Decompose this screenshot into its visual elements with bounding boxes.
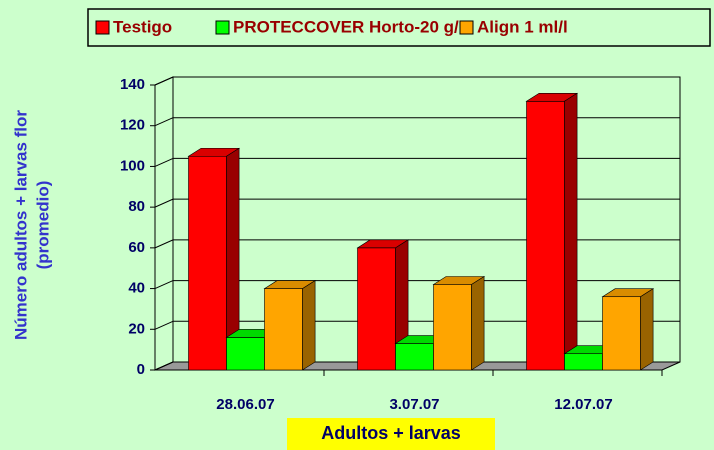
legend-swatch (215, 20, 230, 35)
legend-swatch (459, 20, 474, 35)
bar-side (302, 280, 316, 371)
grid-line (154, 320, 174, 330)
legend-swatch (95, 20, 110, 35)
bar-front (188, 155, 227, 371)
side-wall (154, 76, 174, 371)
y-tick-label: 0 (137, 361, 145, 378)
y-tick-label: 20 (128, 320, 145, 337)
y-tick-label: 140 (120, 76, 145, 93)
legend-label: Align 1 ml/l (477, 17, 568, 36)
y-tick-label: 60 (128, 239, 145, 256)
x-tick-label: 3.07.07 (389, 396, 439, 413)
grid-line (154, 76, 174, 86)
grid-line (154, 280, 174, 290)
y-tick-label: 40 (128, 280, 145, 297)
bar-front (357, 247, 396, 371)
y-tick-label: 120 (120, 117, 145, 134)
bar-front (564, 353, 603, 371)
y-axis-title: Número adultos + larvas flor (promedio) (11, 110, 52, 340)
grid-line (154, 117, 174, 127)
grid-line (154, 361, 174, 371)
grid-line (154, 157, 174, 167)
bar-front (526, 100, 565, 371)
x-tick-label: 28.06.07 (216, 396, 274, 413)
bar-front (264, 288, 303, 371)
y-axis-title-line: (promedio) (33, 181, 52, 270)
bar-front (433, 284, 472, 371)
x-axis-title: Adultos + larvas (321, 423, 461, 443)
y-tick-label: 80 (128, 198, 145, 215)
x-tick-label: 12.07.07 (554, 396, 612, 413)
y-tick-label: 100 (120, 157, 145, 174)
bar-side (471, 275, 485, 371)
bar-side (640, 288, 654, 371)
bar-front (602, 296, 641, 371)
y-axis-title-line: Número adultos + larvas flor (11, 110, 30, 340)
grid-line (154, 239, 174, 249)
legend-box (87, 8, 711, 47)
legend-label: PROTECCOVER Horto-20 g/l (233, 17, 463, 36)
bar-front (395, 343, 434, 371)
bar-front (226, 337, 265, 371)
legend-label: Testigo (113, 17, 172, 36)
grid-line (154, 198, 174, 208)
x-axis-title-box (287, 418, 495, 450)
bar-side (564, 92, 578, 371)
